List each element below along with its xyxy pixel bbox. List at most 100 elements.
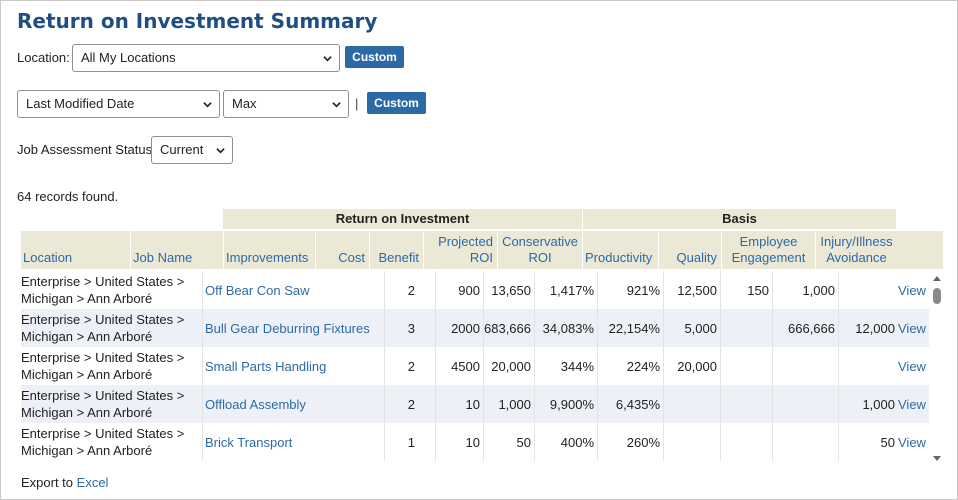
cell-cost: 10: [435, 385, 483, 423]
cell-conservative-roi: 224%: [597, 347, 663, 385]
group-header-roi: Return on Investment: [223, 209, 582, 230]
cell-quality: [720, 385, 772, 423]
view-link[interactable]: View: [898, 396, 926, 412]
location-label: Location:: [17, 50, 70, 65]
column-header-quality[interactable]: Quality: [658, 231, 721, 269]
view-link[interactable]: View: [898, 320, 926, 336]
cell-improvements: 2: [384, 271, 418, 309]
cell-projected-roi: 1,417%: [534, 271, 597, 309]
cell-benefit: 50: [483, 423, 534, 461]
cell-benefit: 1,000: [483, 385, 534, 423]
location-path-line2: Michigan > Ann Arboré: [21, 291, 153, 306]
table-row: Enterprise > United States > Michigan > A…: [21, 309, 929, 347]
column-header-cost[interactable]: Cost: [315, 231, 369, 269]
cell-employee-engagement: [772, 423, 838, 461]
cell-location: Enterprise > United States > Michigan > A…: [21, 271, 202, 309]
cell-location: Enterprise > United States > Michigan > A…: [21, 423, 202, 461]
job-name-link[interactable]: Small Parts Handling: [202, 347, 384, 385]
cell-cost: 10: [435, 423, 483, 461]
chevron-down-icon: [203, 102, 212, 108]
column-header-location[interactable]: Location: [23, 250, 73, 265]
cell-injury-illness-avoidance: 1,000: [838, 385, 898, 423]
column-header-benefit[interactable]: Benefit: [369, 231, 423, 269]
location-path-line1: Enterprise > United States >: [21, 426, 185, 441]
cell-conservative-roi: 22,154%: [597, 309, 663, 347]
cell-quality: 150: [720, 271, 772, 309]
column-header-bar: [21, 231, 943, 269]
cell-projected-roi: 344%: [534, 347, 597, 385]
cell-employee-engagement: [772, 347, 838, 385]
view-link[interactable]: View: [898, 358, 926, 374]
group-header-basis: Basis: [583, 209, 896, 230]
cell-productivity: 12,500: [663, 271, 720, 309]
location-path-line1: Enterprise > United States >: [21, 350, 185, 365]
cell-cost: 4500: [435, 347, 483, 385]
export-excel-link[interactable]: Excel: [76, 475, 109, 490]
cell-quality: [720, 309, 772, 347]
column-header-job-name[interactable]: Job Name: [130, 231, 223, 269]
chevron-down-icon: [332, 102, 341, 108]
status-select-value: Current: [160, 142, 204, 157]
cell-improvements: 3: [384, 309, 418, 347]
table-row: Enterprise > United States > Michigan > A…: [21, 347, 929, 385]
location-path-line1: Enterprise > United States >: [21, 274, 185, 289]
cell-improvements: 1: [384, 423, 418, 461]
cell-injury-illness-avoidance: [838, 271, 898, 309]
job-name-link[interactable]: Offload Assembly: [202, 385, 384, 423]
column-header-conservative-roi[interactable]: Conservative ROI: [497, 231, 582, 269]
cell-cost: 900: [435, 271, 483, 309]
location-path-line1: Enterprise > United States >: [21, 312, 185, 327]
table-scrollbar[interactable]: [929, 271, 943, 467]
cell-cost: 2000: [435, 309, 483, 347]
table-row: Enterprise > United States > Michigan > A…: [21, 385, 929, 423]
job-name-link[interactable]: Bull Gear Deburring Fixtures: [202, 309, 384, 347]
location-path-line2: Michigan > Ann Arboré: [21, 367, 153, 382]
column-header-productivity[interactable]: Productivity: [582, 231, 658, 269]
status-label: Job Assessment Status:: [17, 142, 156, 157]
filter-separator: |: [355, 96, 359, 111]
column-header-injury-illness-avoidance[interactable]: Injury/Illness Avoidance: [815, 231, 897, 269]
column-header-projected-roi[interactable]: Projected ROI: [423, 231, 497, 269]
arrow-down-icon[interactable]: [932, 455, 942, 463]
cell-employee-engagement: [772, 385, 838, 423]
cell-quality: [720, 347, 772, 385]
scrollbar-thumb[interactable]: [933, 288, 941, 304]
job-name-link[interactable]: Off Bear Con Saw: [202, 271, 384, 309]
cell-conservative-roi: 6,435%: [597, 385, 663, 423]
location-select-value: All My Locations: [81, 50, 176, 65]
export-row: Export to Excel: [21, 475, 108, 490]
cell-conservative-roi: 260%: [597, 423, 663, 461]
export-prefix: Export to: [21, 475, 74, 490]
arrow-up-icon[interactable]: [932, 274, 942, 282]
location-path-line2: Michigan > Ann Arboré: [21, 329, 153, 344]
cell-improvements: 2: [384, 347, 418, 385]
date-custom-button[interactable]: Custom: [367, 92, 426, 114]
page-title: Return on Investment Summary: [17, 9, 378, 33]
date-field-select[interactable]: Last Modified Date: [17, 90, 220, 118]
cell-employee-engagement: 1,000: [772, 271, 838, 309]
cell-benefit: 13,650: [483, 271, 534, 309]
view-link[interactable]: View: [898, 434, 926, 450]
cell-projected-roi: 34,083%: [534, 309, 597, 347]
table-row: Enterprise > United States > Michigan > A…: [21, 423, 929, 461]
cell-productivity: [663, 423, 720, 461]
column-header-employee-engagement[interactable]: Employee Engagement: [721, 231, 815, 269]
chevron-down-icon: [216, 148, 225, 154]
cell-benefit: 683,666: [483, 309, 534, 347]
cell-productivity: 20,000: [663, 347, 720, 385]
chevron-down-icon: [323, 56, 332, 62]
status-select[interactable]: Current: [151, 136, 233, 164]
cell-location: Enterprise > United States > Michigan > A…: [21, 347, 202, 385]
date-field-select-value: Last Modified Date: [26, 96, 135, 111]
column-header-improvements[interactable]: Improvements: [223, 231, 315, 269]
view-link[interactable]: View: [898, 282, 926, 298]
location-path-line2: Michigan > Ann Arboré: [21, 443, 153, 458]
cell-injury-illness-avoidance: [838, 347, 898, 385]
job-name-link[interactable]: Brick Transport: [202, 423, 384, 461]
location-custom-button[interactable]: Custom: [345, 46, 404, 68]
cell-productivity: 5,000: [663, 309, 720, 347]
cell-employee-engagement: 666,666: [772, 309, 838, 347]
location-select[interactable]: All My Locations: [72, 44, 340, 72]
date-range-select[interactable]: Max: [223, 90, 349, 118]
